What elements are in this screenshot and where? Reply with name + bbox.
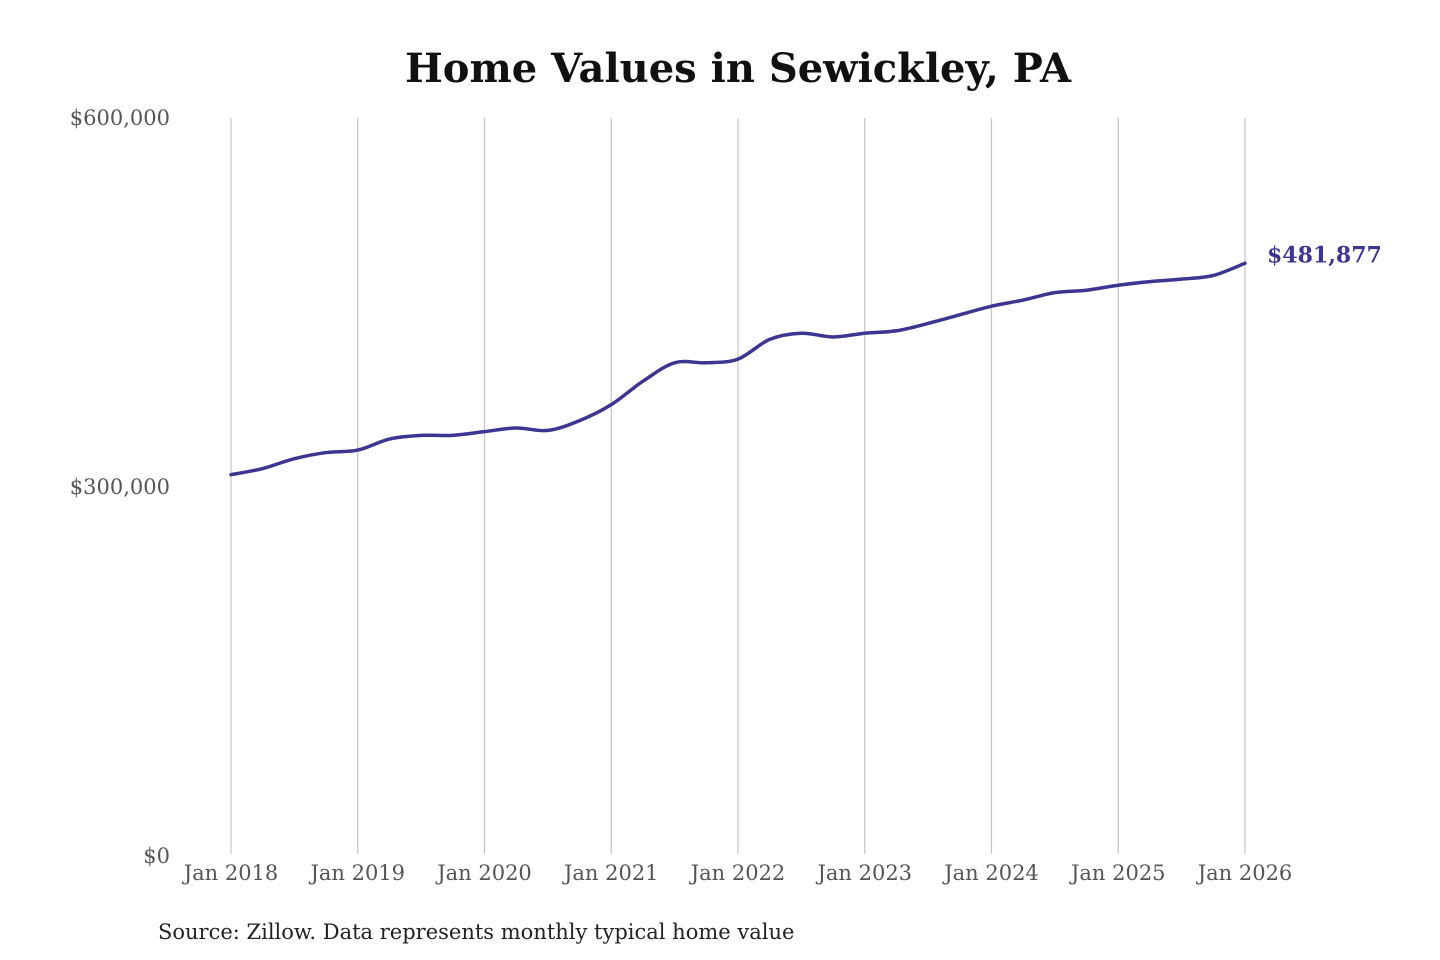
y-tick-label: $300,000 (70, 475, 170, 499)
end-value-annotations: $481,877 (1267, 242, 1382, 268)
x-tick-label: Jan 2022 (689, 861, 786, 885)
y-tick-label: $600,000 (70, 106, 170, 130)
y-tick-label: $0 (143, 844, 170, 868)
end-value-label: $481,877 (1267, 242, 1382, 268)
chart-title: Home Values in Sewickley, PA (405, 45, 1072, 92)
source-note: Source: Zillow. Data represents monthly … (158, 920, 794, 944)
x-tick-label: Jan 2020 (435, 861, 532, 885)
x-tick-label: Jan 2021 (562, 861, 659, 885)
vertical-gridlines (230, 118, 1246, 854)
x-tick-label: Jan 2018 (182, 861, 279, 885)
series-lines (229, 261, 1247, 477)
x-tick-label: Jan 2024 (942, 861, 1039, 885)
y-axis-tick-labels: $0 $300,000 $600,000 (70, 106, 170, 868)
x-tick-label: Jan 2026 (1196, 861, 1293, 885)
x-tick-label: Jan 2025 (1069, 861, 1166, 885)
series-line-home-value (229, 261, 1247, 477)
x-tick-label: Jan 2023 (815, 861, 912, 885)
x-axis-tick-labels: Jan 2018 Jan 2019 Jan 2020 Jan 2021 Jan 2022… (182, 861, 1293, 885)
x-tick-label: Jan 2019 (308, 861, 405, 885)
